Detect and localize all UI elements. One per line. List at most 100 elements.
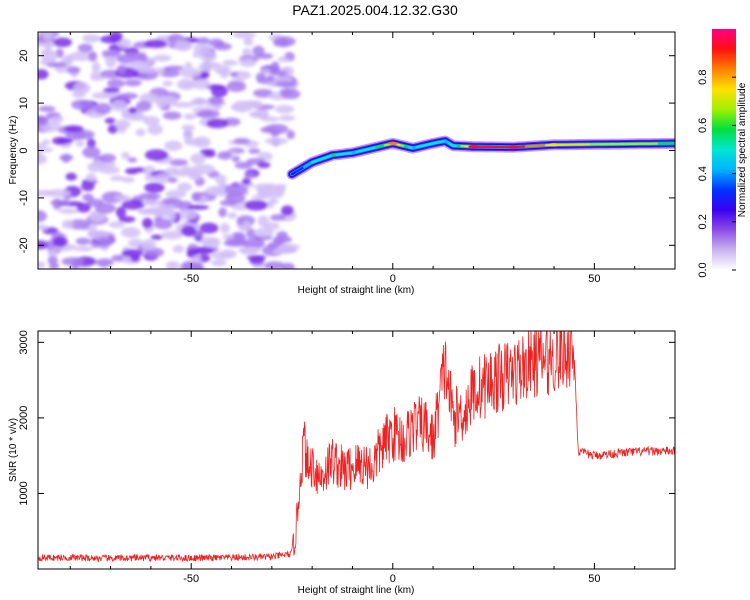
noise-blob [42,41,56,48]
noise-blob [82,34,101,43]
snr-panel: -50 0 50 1000 2000 3000 Height of straight li… [8,330,676,596]
colorbar-label: Normalized spectral amplitude [737,82,748,217]
noise-blob [257,161,271,169]
noise-blob [97,236,112,248]
noise-blob [55,48,64,59]
noise-blobs [38,32,301,269]
noise-blob [38,105,56,112]
noise-blob [130,253,141,263]
noise-blob [38,115,49,127]
noise-blob [248,148,261,154]
noise-blob [104,117,116,124]
noise-blob [218,207,227,218]
noise-blob [105,55,117,68]
noise-blob [164,140,183,151]
noise-blob [141,199,162,206]
noise-blob [117,38,132,49]
noise-blob [223,239,248,247]
noise-blob [232,32,257,39]
noise-blob [69,51,94,62]
noise-blob [175,209,198,220]
spectrogram-plot-area [38,32,675,269]
noise-blob [58,208,81,214]
noise-blob [165,189,187,199]
noise-blob [121,199,146,210]
noise-blob [140,208,155,215]
noise-blob [286,129,295,140]
noise-blob [276,230,288,240]
noise-blob [268,198,280,204]
noise-blob [121,176,135,183]
noise-blob [133,51,144,63]
noise-blob [76,202,91,213]
noise-blob [219,249,237,259]
noise-blob [166,209,177,221]
snr-x-tick-label: 0 [390,573,396,585]
noise-blob [199,222,219,234]
noise-blob [49,199,71,206]
snr-ylabel: SNR (10 * v/v) [8,418,19,482]
noise-blob [169,159,189,167]
spectrogram-y-tick-label: -10 [18,190,30,206]
noise-blob [160,230,184,240]
noise-blob [236,215,255,227]
noise-blob [184,61,193,69]
noise-blob [114,194,132,202]
noise-blob [279,115,296,122]
noise-blob [38,261,46,269]
noise-blob [251,194,269,200]
colorbar-tick-label: 0.4 [697,166,709,181]
noise-blob [42,32,53,41]
noise-blob [263,183,276,189]
noise-blob [192,254,202,264]
noise-blob [98,153,117,163]
spectrogram-panel: -50 0 50 -20 -10 0 10 20 Height of straight lin… [8,31,676,296]
noise-blob [183,113,196,120]
noise-blob [127,114,149,121]
signal-peak [508,145,519,149]
spectrogram-x-tick-label: 0 [390,273,396,285]
spectrogram-y-tick-label: 0 [18,147,30,153]
colorbar-tick-label: 0.2 [697,214,709,229]
noise-blob [211,259,227,267]
snr-frame [37,330,676,570]
noise-blob [61,153,71,163]
noise-blob [38,146,54,153]
noise-blob [101,49,121,58]
noise-blob [143,116,160,126]
noise-blob [107,124,119,134]
noise-blob [46,62,68,68]
noise-blob [156,98,167,109]
noise-blob [193,43,212,54]
noise-blob [82,146,101,159]
colorbar-scale [712,29,736,270]
noise-blob [75,140,85,147]
noise-blob [177,182,193,192]
noise-blob [198,62,215,72]
noise-blob [61,219,74,229]
noise-blob [38,210,47,223]
noise-blob [120,226,141,238]
noise-blob [165,261,180,269]
noise-blob [109,175,125,182]
noise-blob [195,111,214,118]
noise-blob [184,138,206,147]
noise-blob [260,68,272,75]
noise-blob [40,49,53,55]
noise-blob [144,182,165,193]
noise-blob [234,161,253,170]
noise-blob [124,79,142,87]
noise-blob [274,81,297,88]
noise-blob [153,54,172,62]
noise-blob [218,181,227,194]
noise-blob [222,59,239,66]
noise-blob [172,244,185,254]
noise-blob [192,262,205,269]
noise-blob [224,184,249,195]
signal-peak [549,143,560,147]
noise-blob [192,78,211,90]
snr-axes: -50 0 50 1000 2000 3000 [18,330,676,585]
spectrogram-xlabel: Height of straight line (km) [298,285,415,296]
noise-blob [51,116,64,123]
noise-blob [241,177,251,186]
